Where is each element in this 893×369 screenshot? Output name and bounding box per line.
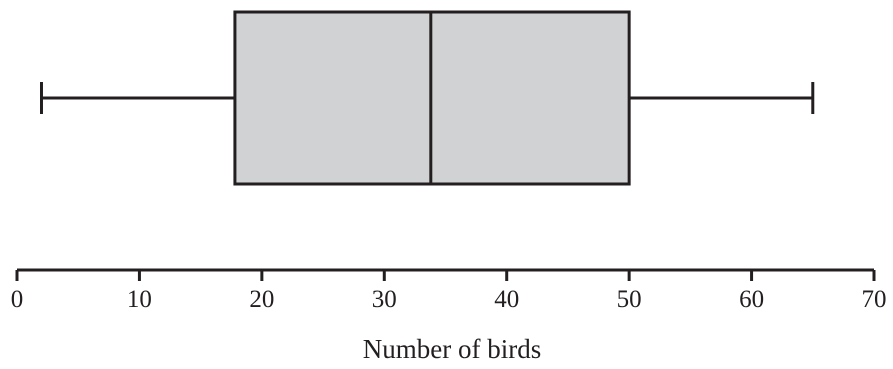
x-tick-label: 20 [249,286,274,313]
x-axis-title: Number of birds [363,334,541,364]
x-tick-label: 60 [739,286,764,313]
x-tick-label: 30 [372,286,397,313]
x-tick-label: 40 [494,286,519,313]
x-tick-label: 70 [862,286,887,313]
x-axis: 0 10 20 30 40 50 60 70 [11,268,887,313]
x-tick-label: 50 [617,286,642,313]
x-tick-label: 0 [11,286,24,313]
x-tick-label: 10 [127,286,152,313]
plot-area [39,10,815,186]
